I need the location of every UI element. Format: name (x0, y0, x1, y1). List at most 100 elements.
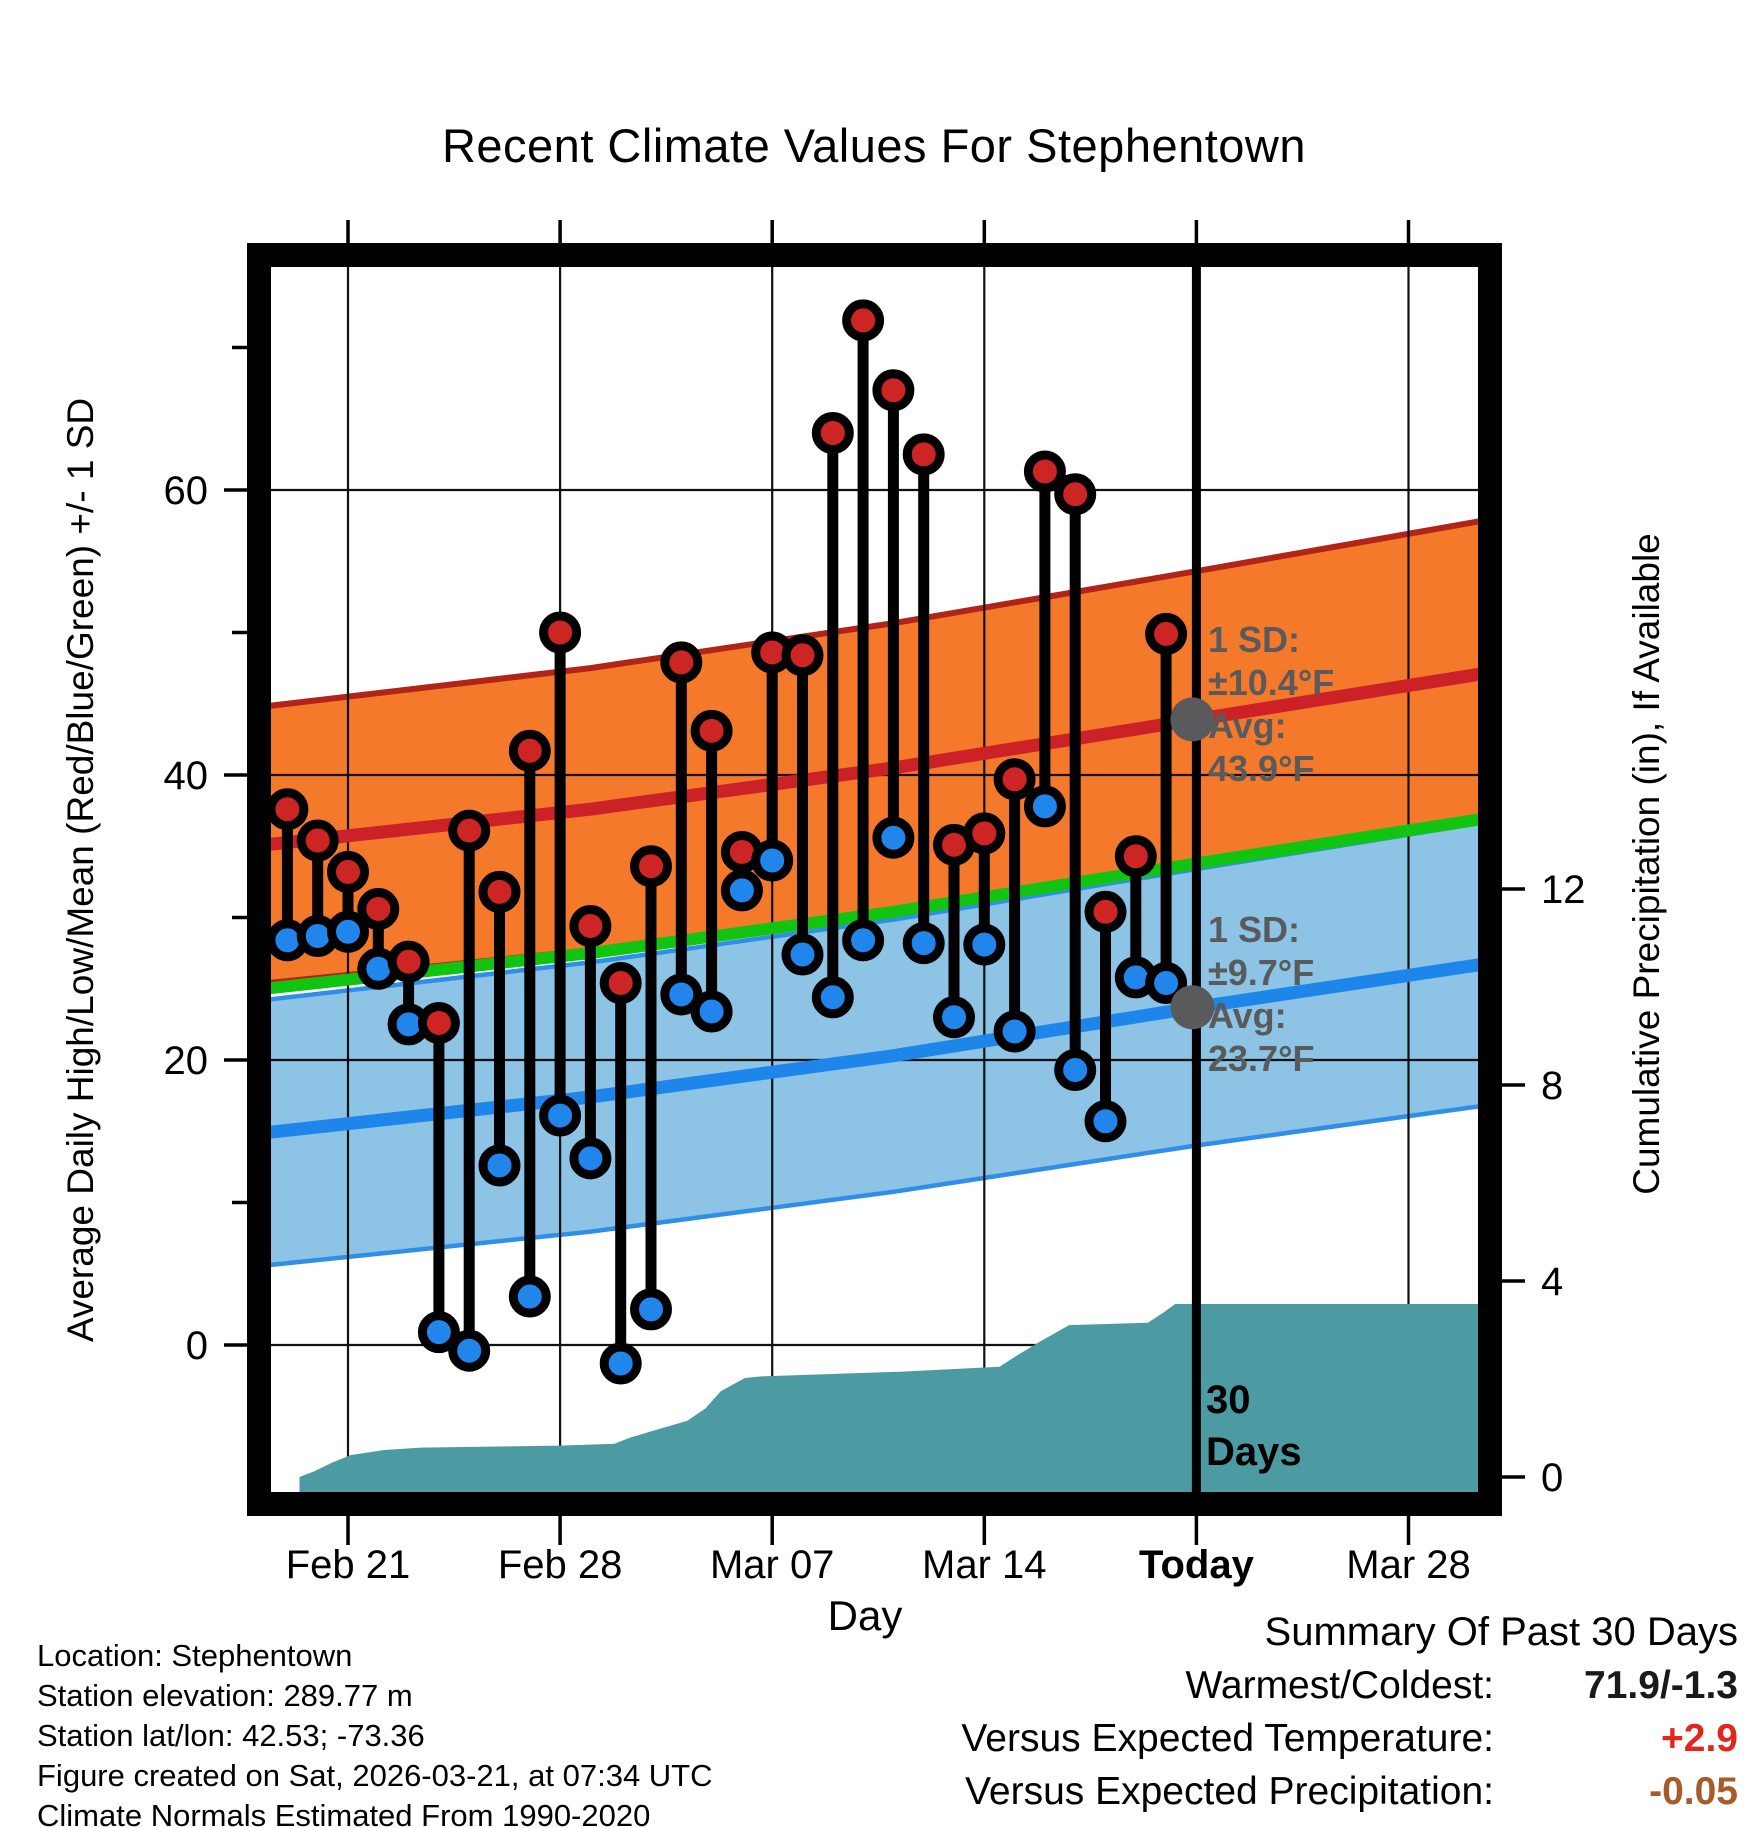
station-info: Location: Stephentown Station elevation:… (37, 1636, 713, 1828)
svg-text:12: 12 (1541, 868, 1586, 912)
summary-row: Warmest/Coldest: 71.9/-1.3 (961, 1659, 1738, 1712)
high-dot (1084, 890, 1127, 933)
low-dot (599, 1342, 642, 1385)
high-dot (842, 299, 885, 342)
low-dot (508, 1275, 551, 1318)
today-avg-dot (1170, 697, 1215, 742)
climate-normals-line: Climate Normals Estimated From 1990-2020 (37, 1798, 651, 1828)
high-dot (872, 369, 915, 412)
low-dot (872, 816, 915, 859)
svg-text:Mar 14: Mar 14 (922, 1543, 1047, 1587)
high-dot (448, 809, 491, 852)
high-dot (387, 940, 430, 983)
high-dot (781, 634, 824, 677)
low-dot (842, 919, 885, 962)
tick-labels: 0 20 40 60 0 4 8 12 Feb 21 Feb 28 Mar 07 Mar 14 Toda… (164, 469, 1586, 1587)
summary-row: Versus Expected Precipitation: -0.05 (961, 1765, 1738, 1818)
low-dot (327, 910, 369, 953)
high-dot (417, 1001, 460, 1044)
low-dot (478, 1144, 521, 1187)
plot-border (247, 243, 1502, 1516)
summary-panel: Summary Of Past 30 Days Warmest/Coldest:… (961, 1606, 1738, 1818)
summary-row-label: Versus Expected Precipitation: (965, 1770, 1494, 1813)
high-dot (1114, 835, 1157, 878)
summary-row-label: Versus Expected Temperature: (961, 1717, 1494, 1760)
svg-text:Mar 28: Mar 28 (1346, 1543, 1471, 1587)
summary-row-value: +2.9 (1661, 1717, 1738, 1760)
low-dot (448, 1329, 491, 1372)
low-dot (781, 933, 824, 976)
low-dot (1145, 962, 1188, 1005)
svg-text:Days: Days (1206, 1430, 1302, 1474)
high-dot (478, 870, 521, 913)
svg-text:±9.7°F: ±9.7°F (1208, 952, 1314, 993)
low-dot (720, 869, 763, 912)
svg-text:0: 0 (186, 1324, 208, 1368)
low-dot (751, 839, 794, 882)
high-dot (660, 641, 703, 684)
svg-text:43.9°F: 43.9°F (1208, 748, 1314, 789)
high-dot (569, 905, 612, 948)
station-latlon-line: Station lat/lon: 42.53; -73.36 (37, 1718, 425, 1753)
high-dot (599, 962, 642, 1005)
y-axis-left-label: Average Daily High/Low/Mean (Red/Blue/Gr… (60, 397, 101, 1343)
svg-text:Avg:: Avg: (1208, 995, 1287, 1036)
y-axis-right-label: Cumulative Precipitation (in), If Availa… (1626, 533, 1667, 1195)
low-dot (660, 973, 703, 1016)
low-dot (902, 922, 945, 965)
high-dot (1145, 612, 1188, 655)
high-dot (963, 812, 1006, 855)
low-dot (690, 990, 733, 1033)
svg-text:60: 60 (164, 469, 209, 513)
summary-rows: Warmest/Coldest: 71.9/-1.3 Versus Expected… (961, 1659, 1738, 1818)
svg-text:Avg:: Avg: (1208, 705, 1287, 746)
svg-text:Feb 21: Feb 21 (286, 1543, 411, 1587)
low-dot (1023, 785, 1066, 828)
summary-row-value: -0.05 (1649, 1770, 1738, 1813)
low-dot (539, 1094, 582, 1137)
svg-text:Feb 28: Feb 28 (498, 1543, 623, 1587)
low-dot (1054, 1048, 1097, 1091)
svg-text:4: 4 (1541, 1260, 1563, 1304)
station-elevation-line: Station elevation: 289.77 m (37, 1678, 413, 1713)
svg-text:0: 0 (1541, 1456, 1563, 1500)
daily-dots (271, 299, 1188, 1385)
ticks (224, 220, 1525, 1545)
svg-text:1 SD:: 1 SD: (1208, 909, 1300, 950)
high-dot (1054, 473, 1097, 516)
high-dot (993, 758, 1036, 801)
plot-area (271, 267, 1478, 1492)
svg-text:Today: Today (1139, 1543, 1255, 1587)
low-dot (417, 1311, 460, 1354)
today-30days-label: 30 Days (1206, 1378, 1302, 1474)
low-dot (933, 996, 975, 1039)
svg-text:±10.4°F: ±10.4°F (1208, 662, 1334, 703)
high-dot (539, 611, 582, 654)
high-dot (508, 729, 551, 772)
high-dot (902, 433, 945, 476)
svg-text:40: 40 (164, 754, 209, 798)
station-location-line: Location: Stephentown (37, 1638, 353, 1673)
today-avg-dot (1170, 985, 1215, 1030)
summary-row-value: 71.9/-1.3 (1584, 1664, 1738, 1707)
high-dot (296, 819, 339, 862)
low-dot (569, 1137, 612, 1180)
high-dot (357, 887, 400, 930)
chart-title: Recent Climate Values For Stephentown (441, 119, 1307, 172)
summary-row: Versus Expected Temperature: +2.9 (961, 1712, 1738, 1765)
svg-text:23.7°F: 23.7°F (1208, 1038, 1314, 1079)
cumulative-precip-area (299, 1304, 1478, 1492)
low-dot (630, 1288, 672, 1331)
low-dot (993, 1010, 1036, 1053)
svg-text:Mar 07: Mar 07 (710, 1543, 835, 1587)
figure-created-line: Figure created on Sat, 2026-03-21, at 07… (37, 1758, 713, 1793)
high-dot (630, 845, 672, 888)
x-axis-label: Day (827, 1592, 903, 1639)
svg-text:1 SD:: 1 SD: (1208, 619, 1300, 660)
svg-text:30: 30 (1206, 1378, 1251, 1422)
high-dot (327, 850, 369, 893)
low-dot (1084, 1100, 1127, 1143)
